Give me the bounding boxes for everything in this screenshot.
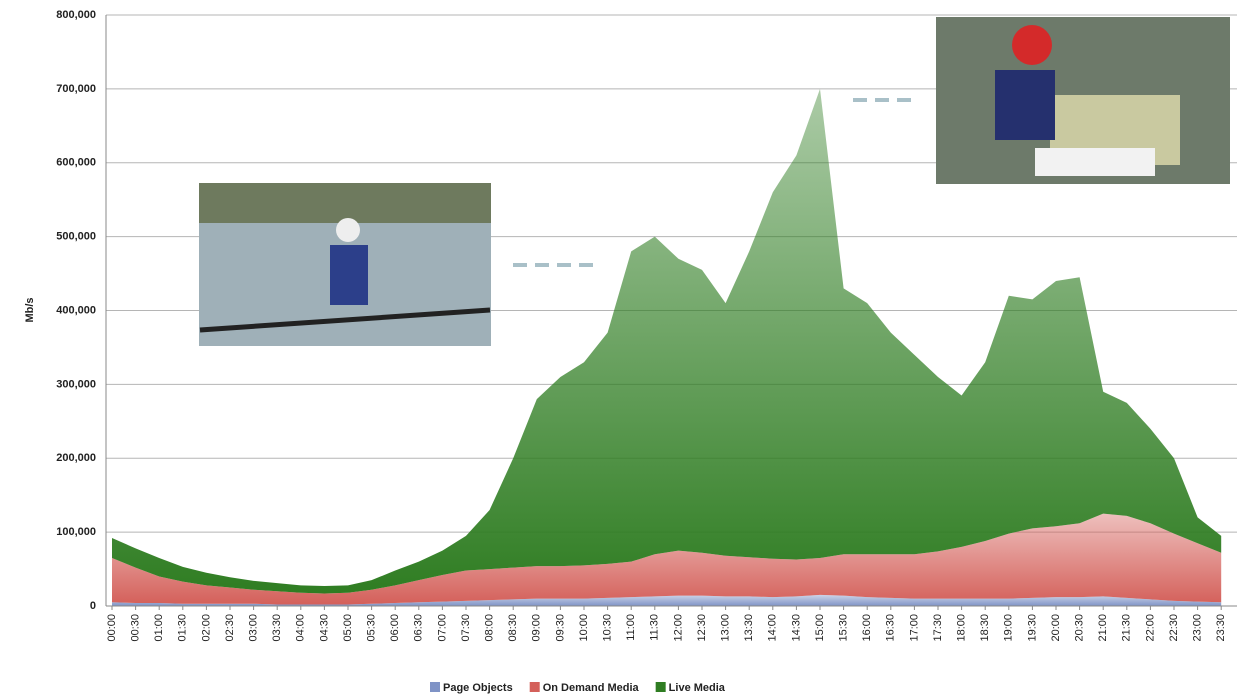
x-tick-label: 03:30 (271, 614, 283, 642)
y-tick-label: 800,000 (56, 9, 96, 21)
x-tick-label: 13:00 (720, 614, 732, 642)
y-tick-label: 500,000 (56, 231, 96, 243)
x-tick-label: 11:30 (649, 614, 661, 641)
y-tick-label: 600,000 (56, 157, 96, 169)
x-tick-label: 21:00 (1097, 614, 1109, 642)
x-tick-label: 01:00 (153, 614, 165, 642)
x-tick-label: 21:30 (1121, 614, 1133, 642)
x-tick-label: 10:30 (602, 614, 614, 642)
x-tick-label: 18:30 (979, 614, 991, 642)
legend-swatch (430, 682, 440, 692)
x-tick-label: 19:00 (1003, 614, 1015, 642)
x-tick-label: 06:30 (413, 614, 425, 642)
x-tick-label: 20:30 (1074, 614, 1086, 642)
x-tick-label: 13:30 (743, 614, 755, 642)
x-tick-label: 19:30 (1026, 614, 1038, 642)
legend-swatch (656, 682, 666, 692)
x-tick-label: 12:00 (672, 614, 684, 642)
x-tick-label: 11:00 (625, 614, 637, 641)
x-tick-label: 08:00 (484, 614, 496, 642)
x-tick-label: 17:30 (932, 614, 944, 642)
x-tick-label: 16:00 (861, 614, 873, 642)
y-tick-label: 200,000 (56, 452, 96, 464)
x-tick-label: 23:00 (1192, 614, 1204, 642)
y-tick-label: 100,000 (56, 526, 96, 538)
x-tick-label: 14:00 (767, 614, 779, 642)
y-tick-label: 0 (90, 600, 96, 612)
y-tick-label: 300,000 (56, 378, 96, 390)
x-tick-label: 17:00 (908, 614, 920, 642)
x-tick-label: 07:00 (436, 614, 448, 642)
x-tick-label: 10:00 (578, 614, 590, 642)
x-tick-label: 00:00 (106, 614, 118, 642)
x-tick-label: 09:30 (554, 614, 566, 642)
x-tick-label: 12:30 (696, 614, 708, 642)
x-tick-label: 22:00 (1144, 614, 1156, 642)
x-tick-label: 02:00 (200, 614, 212, 642)
x-tick-label: 22:30 (1168, 614, 1180, 642)
x-tick-label: 04:30 (318, 614, 330, 642)
chart: Mb/s 0 100,000 200,000 300,000 400,000 500,00… (0, 0, 1237, 696)
legend-label: Live Media (669, 682, 726, 694)
y-tick-label: 700,000 (56, 83, 96, 95)
photo-rower (199, 183, 491, 346)
x-tick-label: 02:30 (224, 614, 236, 642)
x-tick-label: 09:00 (531, 614, 543, 642)
x-tick-label: 23:30 (1215, 614, 1227, 642)
x-tick-label: 15:30 (838, 614, 850, 642)
x-tick-label: 05:00 (342, 614, 354, 642)
x-tick-label: 01:30 (177, 614, 189, 642)
x-tick-label: 07:30 (460, 614, 472, 642)
y-axis-label: Mb/s (24, 297, 36, 322)
x-tick-label: 00:30 (130, 614, 142, 642)
x-tick-label: 05:30 (366, 614, 378, 642)
x-tick-label: 16:30 (885, 614, 897, 642)
x-tick-label: 15:00 (814, 614, 826, 642)
x-tick-label: 14:30 (790, 614, 802, 642)
y-tick-label: 400,000 (56, 304, 96, 316)
x-tick-label: 03:00 (248, 614, 260, 642)
x-tick-label: 20:00 (1050, 614, 1062, 642)
photo-cyclist (936, 17, 1230, 184)
legend-swatch (530, 682, 540, 692)
legend-label: Page Objects (443, 682, 513, 694)
x-tick-label: 18:00 (956, 614, 968, 642)
legend-label: On Demand Media (543, 682, 640, 694)
x-tick-label: 04:00 (295, 614, 307, 642)
x-tick-label: 08:30 (507, 614, 519, 642)
x-tick-label: 06:00 (389, 614, 401, 642)
